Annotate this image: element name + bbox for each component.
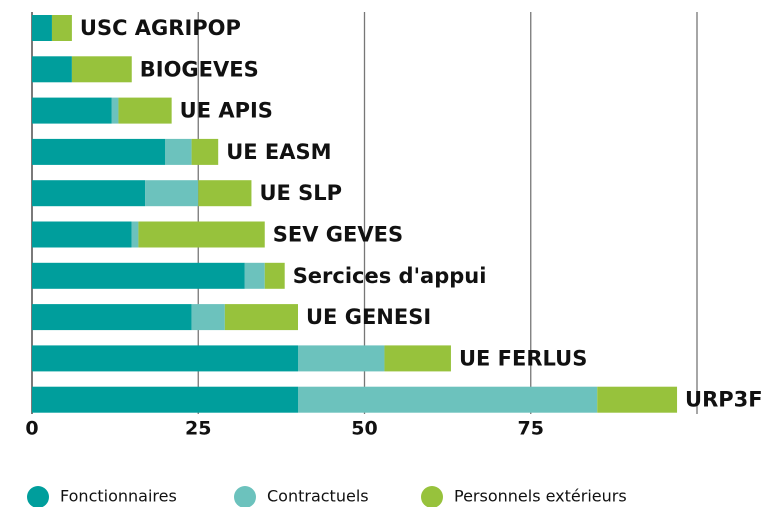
bar-segment (32, 56, 72, 83)
legend-swatch (421, 486, 443, 507)
bar-segment (32, 386, 298, 413)
bar-segment (32, 138, 165, 165)
bar-segment (51, 15, 72, 41)
bar-segment (32, 304, 192, 331)
bar-segment (264, 262, 285, 289)
legend-label: Contractuels (267, 487, 369, 506)
bar-segment (298, 345, 385, 372)
x-tick-label: 25 (185, 418, 211, 440)
bar-segment (118, 97, 172, 124)
legend-label: Fonctionnaires (60, 487, 177, 506)
x-tick-label: 50 (351, 418, 377, 440)
x-tick-label: 75 (518, 418, 544, 440)
bar-segment (32, 262, 245, 289)
bar-segment (32, 221, 132, 248)
bar-segment (145, 180, 199, 207)
category-label: Sercices d'appui (293, 264, 487, 288)
category-label: URP3F (685, 388, 763, 412)
category-label: UE FERLUS (459, 346, 587, 370)
x-tick-label: 0 (25, 418, 38, 440)
legend-label: Personnels extérieurs (454, 487, 627, 506)
category-label: UE GENESI (306, 305, 431, 329)
bar-segment (198, 180, 252, 207)
bar-segment (111, 97, 119, 124)
category-label: UE EASM (226, 140, 331, 164)
bar-segment (191, 138, 219, 165)
category-label: USC AGRIPOP (80, 16, 241, 40)
bar-segment (224, 304, 298, 331)
bar-segment (32, 15, 52, 41)
bar-segment (191, 304, 225, 331)
category-label: BIOGEVES (140, 57, 259, 81)
category-label: UE APIS (180, 99, 273, 123)
bar-segment (597, 386, 678, 413)
bar-segment (138, 221, 265, 248)
bar-segment (32, 345, 298, 372)
category-label: SEV GEVES (273, 223, 403, 247)
category-label: UE SLP (259, 181, 342, 205)
bar-segment (298, 386, 598, 413)
legend-swatch (27, 486, 49, 507)
bar-segment (165, 138, 192, 165)
bar-segment (384, 345, 451, 372)
bar-segment (32, 97, 112, 124)
bar-segment (71, 56, 132, 83)
bar-segment (244, 262, 265, 289)
bar-segment (131, 221, 139, 248)
bar-segment (32, 180, 146, 207)
legend-swatch (234, 486, 256, 507)
